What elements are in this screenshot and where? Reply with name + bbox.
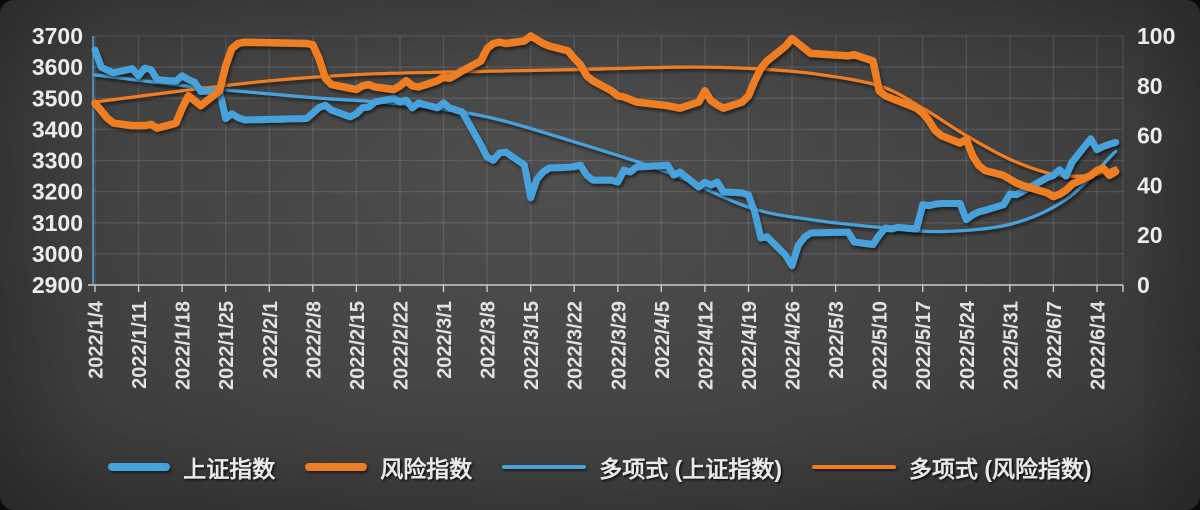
- legend-label: 多项式 (上证指数): [599, 456, 782, 482]
- legend-trendline-swatch: [812, 465, 896, 469]
- x-axis-label: 2022/1/4: [86, 300, 108, 379]
- legend-item-risk-index[interactable]: 风险指数: [305, 450, 472, 484]
- x-axis-label: 2022/3/1: [434, 301, 456, 379]
- legend-label: 多项式 (风险指数): [909, 456, 1092, 482]
- x-axis-label: 2022/5/24: [957, 300, 979, 390]
- y-axis-left-label: 3700: [32, 23, 83, 49]
- x-axis-label: 2022/4/19: [739, 301, 761, 390]
- x-axis-label: 2022/1/25: [216, 301, 238, 390]
- x-axis-label: 2022/5/3: [826, 301, 848, 379]
- x-axis-label: 2022/1/11: [129, 301, 151, 389]
- legend-line-swatch: [305, 463, 368, 471]
- y-axis-left-label: 3200: [32, 179, 83, 205]
- x-axis-label: 2022/5/31: [1000, 301, 1022, 390]
- y-axis-left-label: 3600: [32, 54, 83, 80]
- chart-plot: 3700 3600 3500 3400 3300 3200 3100 3000 2900 100 8…: [32, 23, 1176, 390]
- legend-item-shanghai-index[interactable]: 上证指数: [108, 450, 275, 484]
- x-axis-label: 2022/4/12: [695, 301, 717, 390]
- legend-label: 风险指数: [380, 456, 473, 482]
- shanghai-index-trendline: [93, 73, 1118, 234]
- x-axis-label: 2022/3/8: [478, 301, 500, 379]
- y-axis-left-label: 3000: [32, 241, 83, 267]
- x-axis-label: 2022/2/15: [347, 301, 369, 390]
- x-axis-label: 2022/3/15: [521, 301, 543, 390]
- axis-frame: [88, 36, 1124, 292]
- x-axis-label: 2022/1/18: [173, 301, 195, 390]
- axis-labels: 3700 3600 3500 3400 3300 3200 3100 3000 2900 100 8…: [32, 23, 1176, 390]
- y-axis-left-label: 2900: [32, 272, 83, 298]
- x-axis-label: 2022/6/7: [1044, 301, 1066, 379]
- y-axis-left-label: 3300: [32, 148, 83, 174]
- y-axis-right-label: 40: [1137, 172, 1163, 198]
- y-axis-right-label: 100: [1137, 23, 1175, 49]
- data-series: [91, 32, 1120, 270]
- y-axis-left-label: 3100: [32, 210, 83, 236]
- x-axis-label: 2022/2/22: [391, 301, 413, 390]
- shanghai-index-line: [91, 46, 1120, 270]
- y-axis-left-label: 3500: [32, 85, 83, 111]
- y-axis-left-label: 3400: [32, 116, 83, 142]
- x-axis-label: 2022/4/26: [783, 301, 805, 390]
- risk-index-line: [91, 32, 1120, 201]
- y-axis-right-label: 60: [1137, 123, 1163, 149]
- y-axis-right-label: 20: [1137, 222, 1163, 248]
- gridlines: [93, 35, 1124, 286]
- legend-item-poly-shanghai[interactable]: 多项式 (上证指数): [502, 450, 782, 484]
- x-axis-label: 2022/3/29: [608, 301, 630, 390]
- x-axis-label: 2022/2/1: [260, 301, 282, 379]
- y-axis-right-label: 80: [1137, 73, 1163, 99]
- chart-legend: 上证指数 风险指数 多项式 (上证指数) 多项式 (风险指数): [0, 444, 1200, 490]
- x-axis-label: 2022/5/17: [913, 301, 935, 390]
- x-axis-label: 2022/5/10: [870, 301, 892, 390]
- x-axis-label: 2022/6/14: [1088, 300, 1110, 390]
- legend-label: 上证指数: [183, 456, 276, 482]
- legend-trendline-swatch: [502, 465, 587, 469]
- risk-index-trendline: [93, 65, 1118, 178]
- trendlines: [93, 65, 1118, 234]
- x-axis-label: 2022/4/5: [652, 301, 674, 379]
- y-axis-right-label: 0: [1137, 272, 1150, 298]
- x-axis-label: 2022/2/8: [303, 301, 325, 379]
- legend-item-poly-risk[interactable]: 多项式 (风险指数): [812, 450, 1092, 484]
- legend-line-swatch: [108, 463, 171, 471]
- x-axis-label: 2022/3/22: [565, 301, 587, 390]
